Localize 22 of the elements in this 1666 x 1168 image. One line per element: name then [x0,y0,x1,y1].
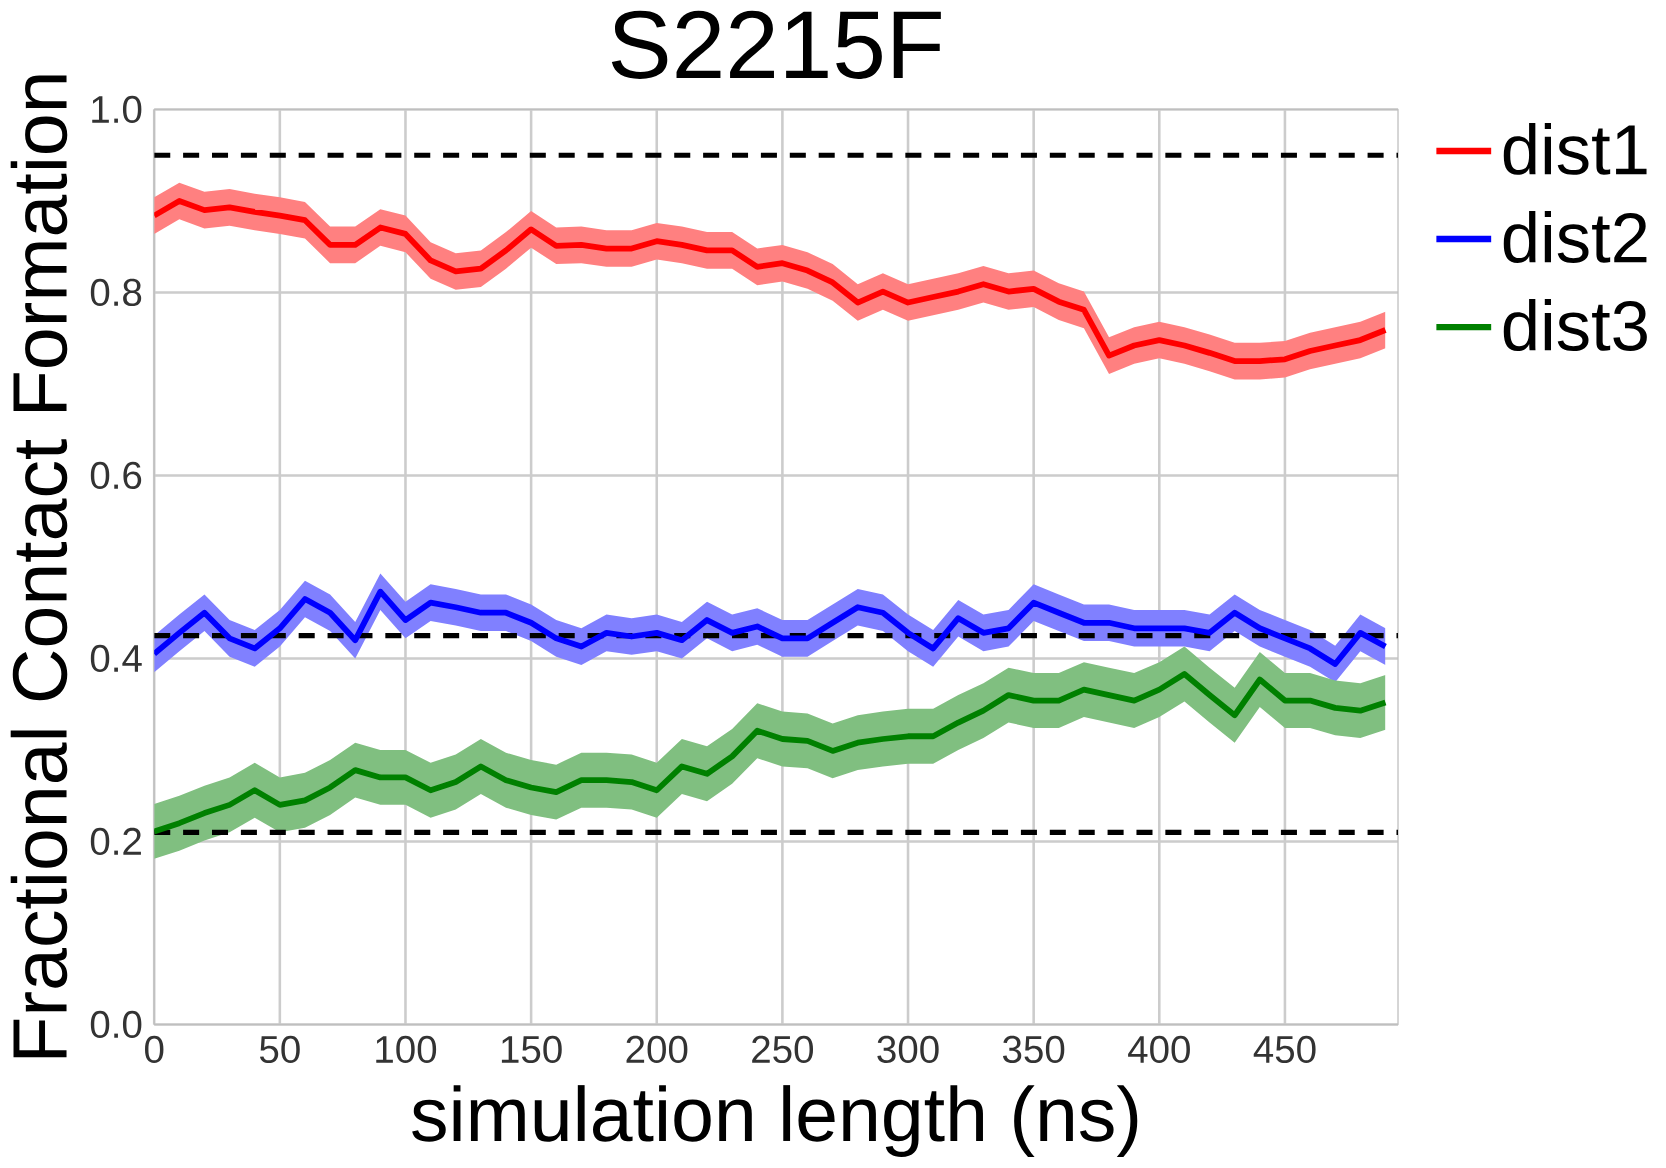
y-tick-label: 0.2 [90,828,141,856]
y-tick-label: 0.6 [90,462,142,490]
x-tick-label: 150 [501,1036,562,1064]
y-tick-label: 0.8 [90,279,142,307]
x-tick-label: 0 [145,1036,164,1064]
x-tick-label: 250 [752,1036,814,1064]
chart-title: S2215F [611,10,941,80]
legend-label: dist2 [1503,211,1647,264]
x-axis-title: simulation length (ns) [412,1085,1138,1158]
x-tick-label: 50 [259,1036,300,1064]
x-tick-label: 450 [1253,1036,1316,1064]
x-tick-label: 400 [1128,1036,1190,1064]
x-tick-label: 350 [1002,1036,1065,1064]
x-tick-label: 200 [626,1036,688,1064]
x-tick-label: 100 [376,1036,437,1064]
legend-label: dist3 [1503,299,1647,352]
y-tick-label: 0.0 [90,1011,142,1039]
y-tick-label: 0.4 [90,645,142,673]
y-tick-label: 1.0 [92,96,142,124]
y-axis-title: Fractional Contact Formation [10,75,68,1058]
x-tick-label: 300 [877,1036,939,1064]
legend-label: dist1 [1503,123,1647,176]
